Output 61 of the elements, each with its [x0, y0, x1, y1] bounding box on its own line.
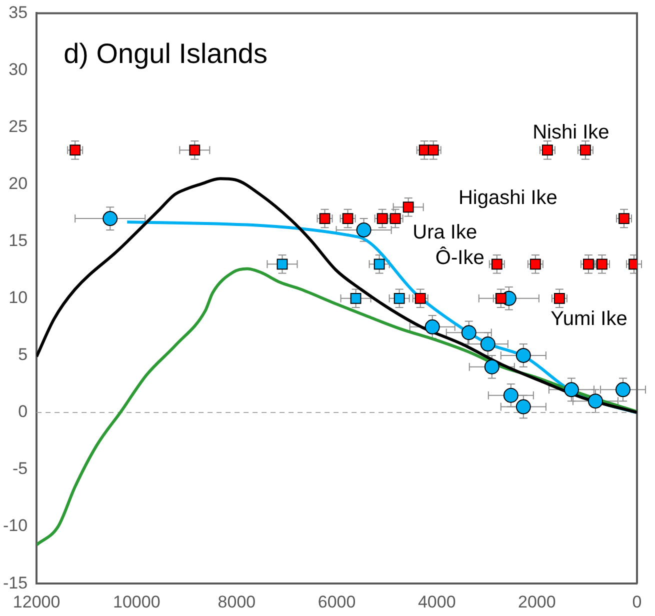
y-tick-label: 5 — [18, 345, 28, 364]
line-series — [126, 220, 637, 414]
point — [503, 388, 518, 403]
y-tick-label: 10 — [8, 288, 28, 308]
y-tick-label: 35 — [8, 2, 28, 22]
point — [402, 202, 414, 213]
point — [564, 382, 579, 398]
text: d) Ongul Islands — [64, 38, 268, 69]
point — [70, 144, 81, 156]
point — [428, 144, 439, 156]
point — [102, 211, 118, 226]
point — [542, 144, 553, 156]
y-tick-label: 25 — [8, 116, 28, 136]
x-tick-label: 2000 — [518, 592, 556, 612]
annotation: Yumi Ike — [550, 308, 628, 330]
point — [356, 222, 372, 238]
point — [350, 292, 362, 304]
point — [615, 382, 630, 398]
point — [580, 144, 591, 156]
x-tick-label: 4000 — [418, 592, 456, 612]
x-tick-label: 6000 — [318, 592, 356, 612]
x-tick-label: 8000 — [218, 592, 256, 612]
point — [189, 144, 200, 156]
y-tick-label: -5 — [12, 459, 28, 478]
point — [554, 292, 565, 304]
point — [618, 213, 630, 224]
y-tick-label: 15 — [8, 231, 28, 250]
line-series — [36, 267, 637, 546]
point — [414, 292, 426, 304]
point — [530, 258, 541, 270]
y-tick-label: 30 — [8, 60, 28, 79]
line-series — [36, 177, 637, 414]
point — [424, 319, 440, 334]
point — [484, 359, 500, 374]
point — [276, 258, 288, 270]
x-tick-label: 12000 — [12, 592, 60, 612]
point — [596, 258, 608, 270]
point — [376, 213, 388, 224]
point — [516, 399, 531, 414]
point — [374, 258, 385, 270]
point — [480, 336, 496, 352]
point — [588, 394, 603, 409]
point — [461, 325, 476, 340]
point — [583, 258, 594, 270]
point — [390, 213, 401, 224]
annotation: Ura Ike — [412, 221, 478, 244]
point — [319, 213, 330, 224]
point — [495, 292, 506, 304]
y-tick-label: -15 — [2, 573, 28, 592]
x-tick-label: 0 — [632, 592, 642, 612]
annotation: Ô-Ike — [435, 246, 484, 269]
annotation: Nishi Ike — [532, 122, 610, 144]
y-tick-label: 0 — [18, 402, 28, 422]
point — [342, 213, 354, 224]
point — [394, 292, 405, 304]
point — [516, 348, 531, 363]
x-tick-label: 10000 — [113, 592, 160, 612]
y-tick-label: 20 — [8, 174, 28, 194]
point — [491, 258, 502, 270]
annotation: Higashi Ike — [458, 187, 558, 210]
y-tick-label: -10 — [2, 516, 28, 536]
